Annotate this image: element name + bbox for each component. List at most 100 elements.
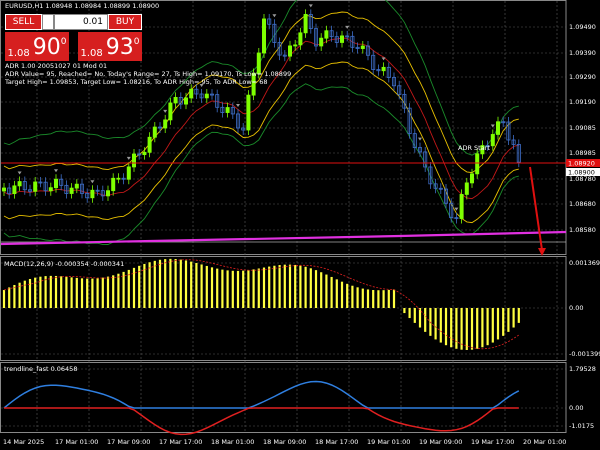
candle[interactable]: [7, 187, 12, 195]
candle[interactable]: [204, 93, 209, 99]
candle[interactable]: [443, 188, 448, 204]
buy-price[interactable]: 1.08 93 0: [78, 32, 142, 61]
candle[interactable]: [2, 187, 7, 192]
candle[interactable]: [220, 106, 225, 113]
lot-spinner[interactable]: [42, 14, 54, 30]
candle[interactable]: [329, 30, 334, 38]
candle[interactable]: [38, 181, 43, 184]
candle[interactable]: [256, 52, 261, 74]
candle[interactable]: [157, 126, 162, 129]
candle[interactable]: [168, 102, 173, 121]
candle[interactable]: [90, 189, 95, 199]
candle[interactable]: [100, 190, 105, 197]
candle[interactable]: [209, 93, 214, 96]
candle[interactable]: [163, 119, 168, 129]
candle[interactable]: [464, 182, 469, 195]
candle[interactable]: [277, 42, 282, 56]
candle[interactable]: [324, 30, 329, 39]
candle[interactable]: [303, 13, 308, 34]
candle[interactable]: [490, 134, 495, 147]
candle[interactable]: [417, 147, 422, 153]
candle[interactable]: [495, 121, 500, 135]
candle[interactable]: [230, 107, 235, 115]
candle[interactable]: [27, 189, 32, 192]
candle[interactable]: [142, 151, 147, 156]
candle[interactable]: [355, 46, 360, 49]
candle[interactable]: [74, 183, 79, 189]
candle[interactable]: [246, 94, 251, 131]
candle[interactable]: [423, 151, 428, 168]
macd-pane[interactable]: MACD(12,26,9) -0.000354 -0.000341: [2, 258, 520, 350]
price-chart-pane[interactable]: ADR Start: [0, 0, 567, 256]
candle[interactable]: [469, 173, 474, 184]
candle[interactable]: [376, 69, 381, 72]
candle[interactable]: [215, 94, 220, 108]
candle[interactable]: [48, 187, 53, 192]
candle[interactable]: [459, 194, 464, 219]
candle[interactable]: [80, 183, 85, 194]
candle[interactable]: [293, 44, 298, 47]
candle[interactable]: [272, 23, 277, 43]
sell-button[interactable]: SELL: [5, 14, 42, 30]
candle[interactable]: [386, 66, 391, 78]
candle[interactable]: [298, 32, 303, 46]
candle[interactable]: [85, 193, 90, 199]
lot-size-input[interactable]: 0.01: [54, 14, 108, 30]
candle[interactable]: [183, 97, 188, 105]
candle[interactable]: [339, 35, 344, 43]
candle[interactable]: [131, 153, 136, 168]
candle[interactable]: [475, 153, 480, 175]
candle[interactable]: [506, 121, 511, 141]
candle[interactable]: [313, 28, 318, 47]
candle[interactable]: [241, 127, 246, 131]
candle[interactable]: [501, 121, 506, 124]
candle[interactable]: [454, 217, 459, 220]
candle[interactable]: [402, 93, 407, 109]
candle[interactable]: [43, 181, 48, 192]
candle[interactable]: [407, 107, 412, 135]
candle[interactable]: [391, 77, 396, 87]
candle[interactable]: [59, 178, 64, 186]
candle[interactable]: [199, 93, 204, 99]
candle[interactable]: [480, 145, 485, 155]
candle[interactable]: [194, 88, 199, 95]
candle[interactable]: [282, 54, 287, 57]
candle[interactable]: [64, 184, 69, 194]
candle[interactable]: [116, 177, 121, 180]
candle[interactable]: [106, 190, 111, 197]
candle[interactable]: [287, 45, 292, 57]
candle[interactable]: [178, 96, 183, 105]
candle[interactable]: [438, 187, 443, 190]
candle[interactable]: [225, 107, 230, 113]
candle[interactable]: [428, 166, 433, 185]
candle[interactable]: [251, 73, 256, 96]
candle[interactable]: [121, 177, 126, 180]
candle[interactable]: [17, 181, 22, 187]
candle[interactable]: [173, 96, 178, 104]
candle[interactable]: [511, 139, 516, 145]
candle[interactable]: [485, 145, 490, 147]
candle[interactable]: [69, 187, 74, 194]
candle[interactable]: [152, 126, 157, 138]
candle[interactable]: [345, 35, 350, 38]
candle[interactable]: [261, 18, 266, 54]
candle[interactable]: [449, 202, 454, 219]
candle[interactable]: [111, 177, 116, 192]
candle[interactable]: [516, 144, 521, 163]
candle[interactable]: [397, 85, 402, 95]
candle[interactable]: [381, 66, 386, 72]
candle[interactable]: [33, 181, 38, 192]
candle[interactable]: [95, 189, 100, 192]
candle[interactable]: [334, 36, 339, 43]
candle[interactable]: [412, 133, 417, 148]
candle[interactable]: [22, 181, 27, 191]
candle[interactable]: [371, 54, 376, 70]
candle[interactable]: [350, 35, 355, 48]
candle[interactable]: [12, 185, 17, 195]
candle[interactable]: [137, 153, 142, 156]
candle[interactable]: [54, 178, 59, 189]
candle[interactable]: [360, 45, 365, 49]
candle[interactable]: [433, 183, 438, 189]
candle[interactable]: [365, 45, 370, 56]
